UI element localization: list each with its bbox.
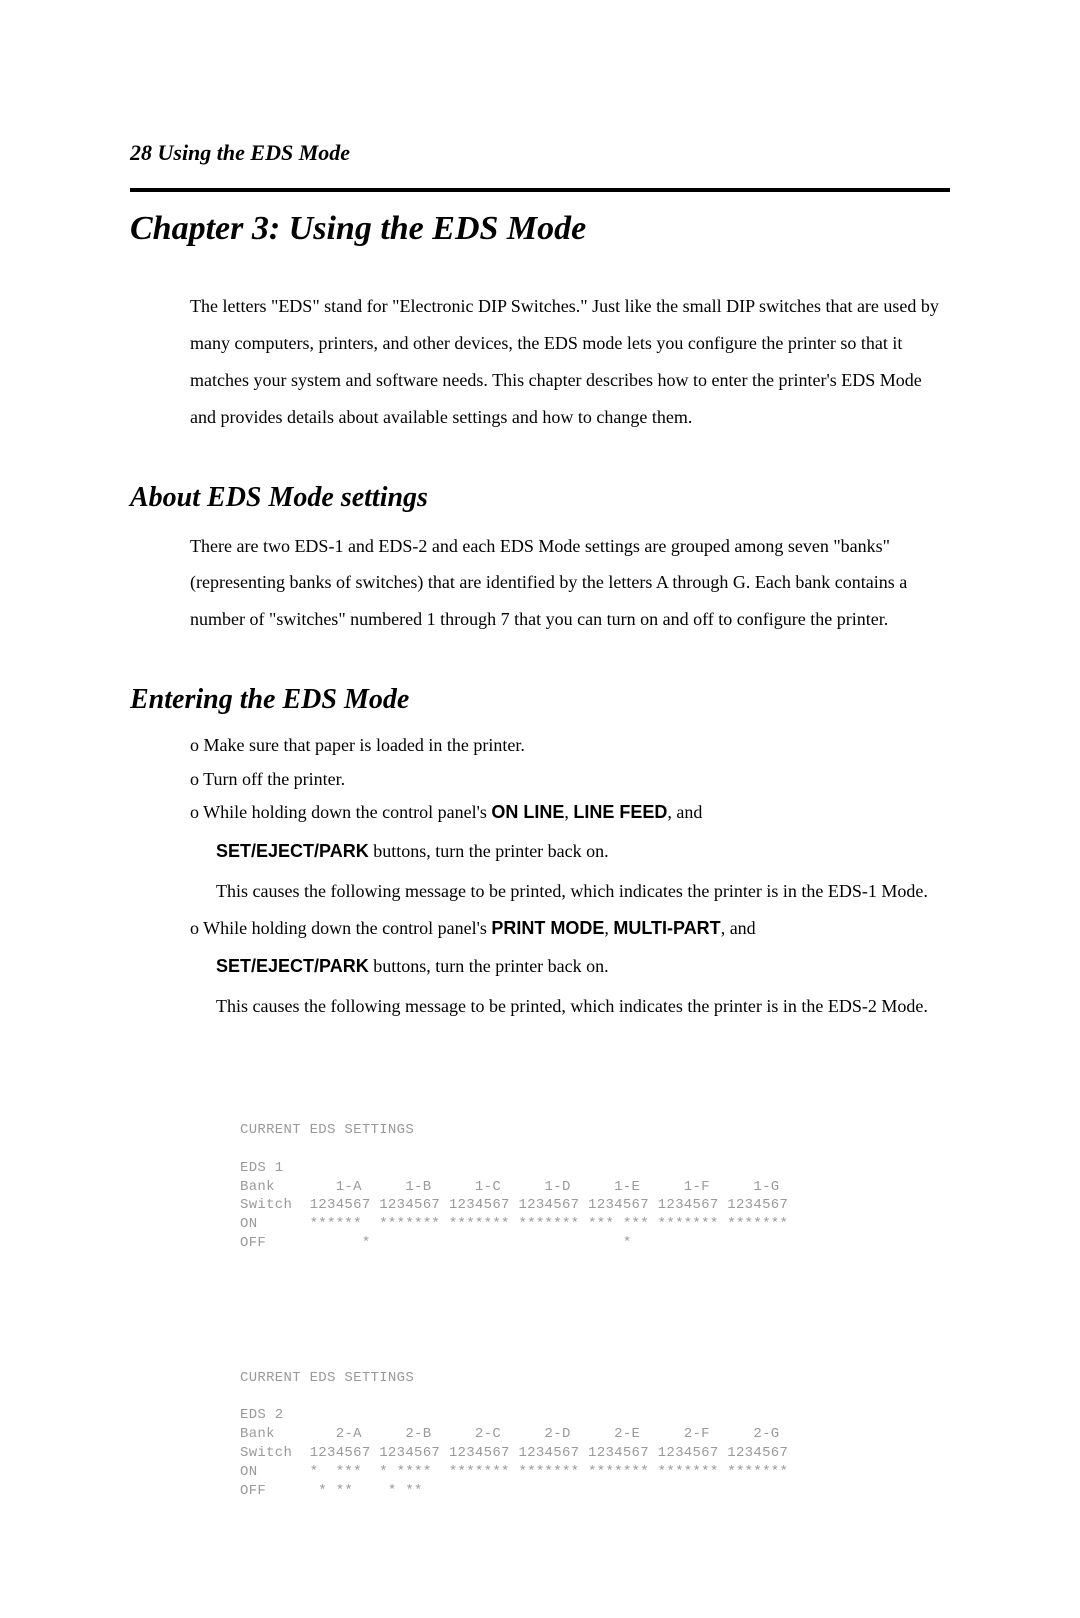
sub-desc: This causes the following message to be …: [216, 873, 950, 909]
page: 28 Using the EDS Mode Chapter 3: Using t…: [0, 0, 1080, 1618]
list-item: o Make sure that paper is loaded in the …: [190, 730, 950, 762]
section-about-body: There are two EDS-1 and EDS-2 and each E…: [190, 528, 950, 639]
printout-line: OFF * ** * **: [240, 1483, 423, 1499]
item-post: , and: [667, 802, 702, 822]
entering-list: o Make sure that paper is loaded in the …: [190, 730, 950, 1024]
running-title: Using the EDS Mode: [158, 140, 351, 165]
printout-line: EDS 2: [240, 1407, 284, 1423]
list-item: o Turn off the printer.: [190, 764, 950, 796]
section-about-title: About EDS Mode settings: [130, 482, 950, 514]
printout-block-2: CURRENT EDS SETTINGS EDS 2 Bank 2-A 2-B …: [240, 1350, 950, 1520]
bold-on-line: ON LINE: [491, 802, 564, 822]
printout-line: OFF * *: [240, 1235, 632, 1251]
printout-line: ON ****** ******* ******* ******* *** **…: [240, 1216, 788, 1232]
item-pre: o While holding down the control panel's: [190, 802, 491, 822]
header-rule: [130, 188, 950, 192]
sub-line: SET/EJECT/PARK buttons, turn the printer…: [216, 833, 950, 869]
page-header: 28 Using the EDS Mode: [130, 140, 950, 166]
printout-area: CURRENT EDS SETTINGS EDS 1 Bank 1-A 1-B …: [240, 1064, 950, 1557]
printout-line: Switch 1234567 1234567 1234567 1234567 1…: [240, 1197, 788, 1213]
list-item: o While holding down the control panel's…: [190, 913, 950, 1025]
sub-tail: buttons, turn the printer back on.: [369, 956, 609, 976]
sub-desc: This causes the following message to be …: [216, 988, 950, 1024]
printout-line: CURRENT EDS SETTINGS: [240, 1370, 414, 1386]
section-entering-title: Entering the EDS Mode: [130, 684, 950, 716]
list-item: o While holding down the control panel's…: [190, 797, 950, 909]
sub-tail: buttons, turn the printer back on.: [369, 841, 609, 861]
printout-line: ON * *** * **** ******* ******* ******* …: [240, 1464, 788, 1480]
item-post: , and: [721, 918, 756, 938]
bold-set-eject-park: SET/EJECT/PARK: [216, 956, 369, 976]
printout-line: Switch 1234567 1234567 1234567 1234567 1…: [240, 1445, 788, 1461]
intro-paragraph: The letters "EDS" stand for "Electronic …: [190, 288, 950, 436]
item-pre: o While holding down the control panel's: [190, 918, 491, 938]
bold-multi-part: MULTI-PART: [613, 918, 720, 938]
printout-block-1: CURRENT EDS SETTINGS EDS 1 Bank 1-A 1-B …: [240, 1102, 950, 1272]
bold-line-feed: LINE FEED: [573, 802, 667, 822]
sub-line: SET/EJECT/PARK buttons, turn the printer…: [216, 948, 950, 984]
printout-line: CURRENT EDS SETTINGS: [240, 1122, 414, 1138]
page-number: 28: [130, 140, 152, 165]
printout-line: Bank 1-A 1-B 1-C 1-D 1-E 1-F 1-G: [240, 1179, 779, 1195]
printout-line: EDS 1: [240, 1160, 284, 1176]
chapter-title: Chapter 3: Using the EDS Mode: [130, 210, 950, 248]
bold-set-eject-park: SET/EJECT/PARK: [216, 841, 369, 861]
bold-print-mode: PRINT MODE: [491, 918, 604, 938]
printout-line: Bank 2-A 2-B 2-C 2-D 2-E 2-F 2-G: [240, 1426, 779, 1442]
